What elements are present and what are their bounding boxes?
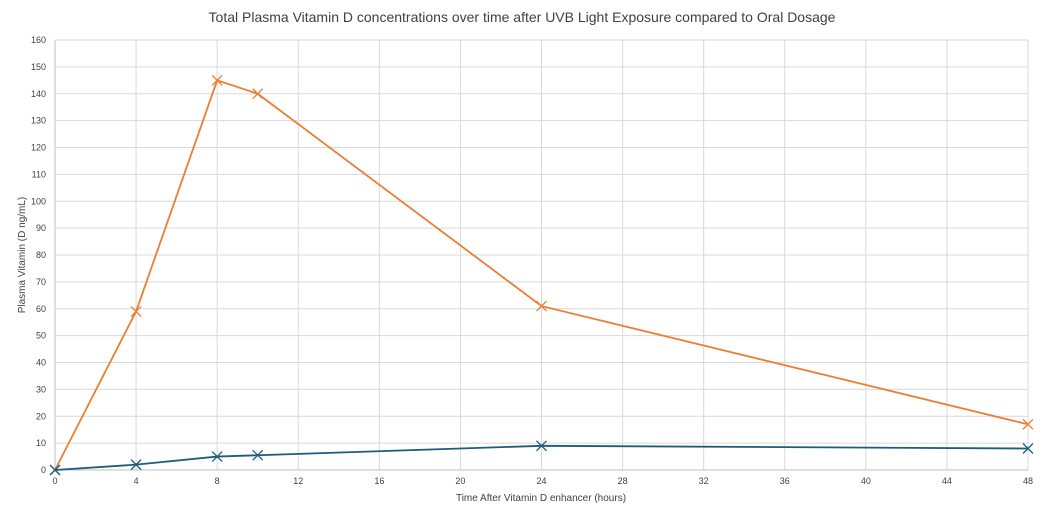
series-2 (49, 440, 1034, 476)
y-tick-label: 90 (36, 223, 46, 233)
y-tick-label: 160 (31, 35, 46, 45)
y-tick-label: 0 (41, 465, 46, 475)
y-tick-label: 10 (36, 438, 46, 448)
x-tick-label: 12 (293, 476, 303, 486)
data-point-marker (130, 305, 142, 317)
marker-stroke (130, 305, 142, 317)
y-tick-label: 120 (31, 143, 46, 153)
y-tick-label: 80 (36, 250, 46, 260)
data-point-marker (1022, 418, 1034, 430)
x-axis-label: Time After Vitamin D enhancer (hours) (456, 493, 626, 504)
axes (54, 40, 1028, 471)
grid-lines (54, 39, 1029, 471)
data-point-marker (211, 74, 223, 86)
x-tick-label: 36 (780, 476, 790, 486)
y-tick-label: 100 (31, 196, 46, 206)
marker-stroke (130, 459, 142, 471)
data-point-marker (536, 300, 547, 312)
x-tick-label: 24 (536, 476, 546, 486)
marker-stroke (252, 449, 264, 461)
data-point-marker (130, 459, 142, 471)
y-axis-label: Plasma Vitamin (D ng/mL) (17, 197, 28, 314)
y-tick-label: 130 (31, 116, 46, 126)
x-tick-label: 8 (215, 476, 220, 486)
x-tick-label: 32 (699, 476, 709, 486)
marker-stroke (49, 464, 61, 476)
x-tick-label: 20 (455, 476, 465, 486)
data-point-marker (211, 451, 223, 463)
marker-stroke (1022, 418, 1034, 430)
y-tick-label: 50 (36, 331, 46, 341)
marker-stroke (252, 88, 264, 100)
chart-title: Total Plasma Vitamin D concentrations ov… (209, 9, 836, 25)
x-tick-label: 16 (374, 476, 384, 486)
x-tick-label: 40 (861, 476, 871, 486)
y-tick-label: 110 (32, 169, 46, 179)
data-point-marker (252, 449, 264, 461)
x-tick-label: 4 (134, 476, 139, 486)
y-tick-label: 70 (36, 277, 46, 287)
x-tick-label: 48 (1023, 476, 1033, 486)
data-point-marker (536, 440, 547, 452)
data-point-marker (1022, 443, 1034, 454)
y-tick-label: 140 (31, 89, 46, 99)
y-tick-label: 20 (36, 411, 46, 421)
y-tick-label: 150 (31, 62, 46, 72)
series-layer (49, 74, 1034, 476)
x-tick-label: 0 (52, 476, 57, 486)
data-point-marker (49, 464, 61, 476)
data-point-marker (252, 88, 264, 100)
marker-stroke (1022, 443, 1034, 454)
marker-stroke (211, 74, 223, 86)
marker-stroke (536, 440, 547, 452)
tick-labels: 0102030405060708090100110120130140150160… (31, 35, 1033, 486)
x-tick-label: 44 (942, 476, 952, 486)
series-line (54, 79, 1029, 471)
y-tick-label: 40 (36, 358, 46, 368)
y-tick-label: 30 (36, 384, 46, 394)
x-tick-label: 28 (618, 476, 628, 486)
y-tick-label: 60 (36, 304, 46, 314)
marker-stroke (211, 451, 223, 463)
marker-stroke (536, 300, 547, 312)
series-line (54, 444, 1029, 471)
